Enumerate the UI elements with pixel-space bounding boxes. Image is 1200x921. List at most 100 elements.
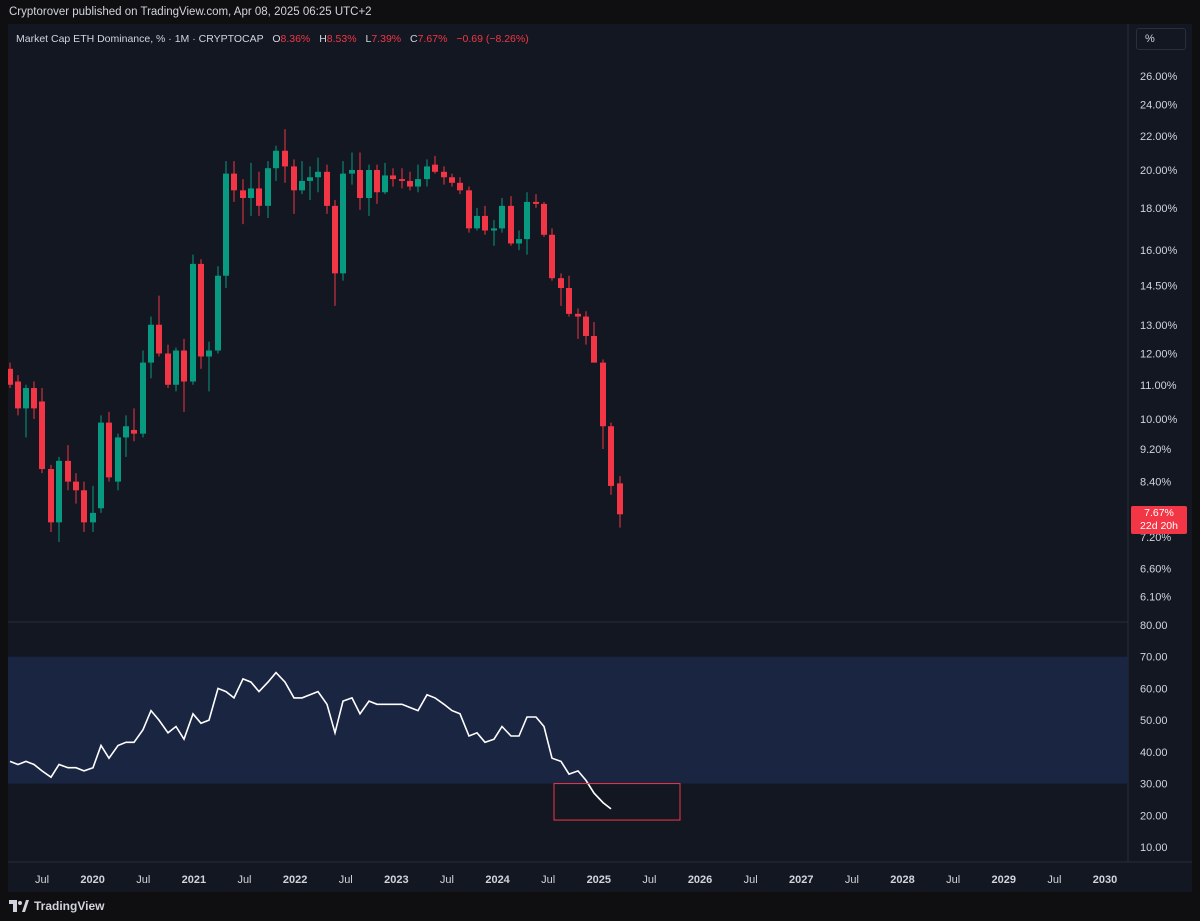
candle-body [206,350,212,357]
time-tick-label: Jul [744,874,758,886]
time-tick-label: 2020 [80,874,104,886]
candle-body [424,166,430,180]
candle-body [474,215,480,229]
legend-high-label: H [319,33,327,45]
candle-body [148,324,154,363]
legend-open-label: O [272,33,281,45]
symbol-legend: Market Cap ETH Dominance, % · 1M · CRYPT… [16,33,529,45]
candle-countdown: 22d 20h [1140,520,1178,532]
candle-body [441,171,447,178]
candle-body [256,188,262,206]
rsi-tick-label: 60.00 [1140,683,1168,695]
candle-body [215,275,221,351]
rsi-tick-label: 30.00 [1140,779,1168,791]
candle-body [366,170,372,199]
candle-body [190,263,196,382]
candle-body [399,179,405,181]
candle-body [349,170,355,174]
candle-body [617,483,623,515]
price-tick-label: 26.00% [1140,71,1178,83]
candle-body [39,401,45,470]
candle-body [415,179,421,187]
candle-body [98,422,104,509]
candle-body [8,368,13,385]
candle-body [499,205,505,229]
candle-body [390,175,396,180]
candle-body [73,481,79,491]
time-tick-label: Jul [35,874,49,886]
legend-symbol: Market Cap ETH Dominance, % · 1M · CRYPT… [16,33,264,45]
price-tick-label: 9.20% [1140,444,1171,456]
candle-body [516,239,522,244]
legend-close: 7.67% [417,33,448,45]
price-tick-label: 22.00% [1140,131,1178,143]
candle-body [223,173,229,276]
candle-body [181,350,187,382]
time-tick-label: Jul [541,874,555,886]
chart-svg[interactable]: 26.00% 24.00% 22.00% 20.00% 18.00% 16.00% 14.5… [8,24,1192,892]
candle-body [140,362,146,434]
legend-low-label: L [365,33,372,45]
price-tick-label: 7.20% [1140,532,1171,544]
candle-body [231,173,237,191]
candle-body [248,188,254,199]
candle-body [156,324,162,354]
price-tick-label: 24.00% [1140,100,1178,112]
time-tick-label: Jul [440,874,454,886]
candle-body [198,263,204,357]
rsi-tick-label: 10.00 [1140,842,1168,854]
legend-high: 8.53% [326,33,357,45]
tradingview-logo[interactable]: TradingView [9,899,104,913]
candle-body [123,426,129,438]
candle-body [583,316,589,336]
price-tick-label: 6.10% [1140,592,1171,604]
candle-body [466,190,472,229]
chart-area[interactable]: 26.00% 24.00% 22.00% 20.00% 18.00% 16.00% 14.5… [8,24,1192,892]
tradingview-logo-icon [9,900,29,912]
candle-body [56,460,62,523]
candle-body [315,171,321,178]
candle-body [541,203,547,235]
candle-body [106,422,112,478]
time-tick-label: Jul [1047,874,1061,886]
candle-body [591,335,597,363]
time-tick-label: 2022 [283,874,307,886]
rsi-tick-label: 40.00 [1140,747,1168,759]
candle-body [575,313,581,317]
candle-body [491,228,497,231]
time-tick-label: Jul [946,874,960,886]
candle-body [508,205,514,244]
candle-body [240,190,246,199]
percent-scale-button[interactable]: % [1136,28,1186,50]
candle-body [549,234,555,279]
candle-body [407,180,413,187]
footer-bar [0,892,1200,921]
legend-low: 7.39% [371,33,402,45]
candle-body [324,171,330,206]
rsi-line [9,671,612,810]
price-tick-label: 13.00% [1140,320,1178,332]
price-tick-label: 6.60% [1140,563,1171,575]
legend-close-label: C [410,33,418,45]
time-tick-label: 2028 [890,874,914,886]
candle-body [131,429,137,434]
candle-body [382,175,388,193]
candle-body [291,166,297,191]
candle-body [533,201,539,204]
time-tick-label: 2027 [789,874,813,886]
candle-body [457,182,463,191]
candle-body [432,164,438,172]
candle-body [23,388,29,409]
rsi-tick-label: 70.00 [1140,652,1168,664]
price-tick-label: 18.00% [1140,203,1178,215]
candle-body [273,150,279,169]
time-tick-label: 2026 [688,874,712,886]
candle-body [524,201,530,240]
candle-body [482,215,488,231]
time-tick-label: 2023 [384,874,408,886]
candle-body [90,512,96,523]
candle-body [449,177,455,183]
candle-body [48,469,54,523]
price-tick-label: 14.50% [1140,281,1178,293]
candle-body [31,388,37,409]
